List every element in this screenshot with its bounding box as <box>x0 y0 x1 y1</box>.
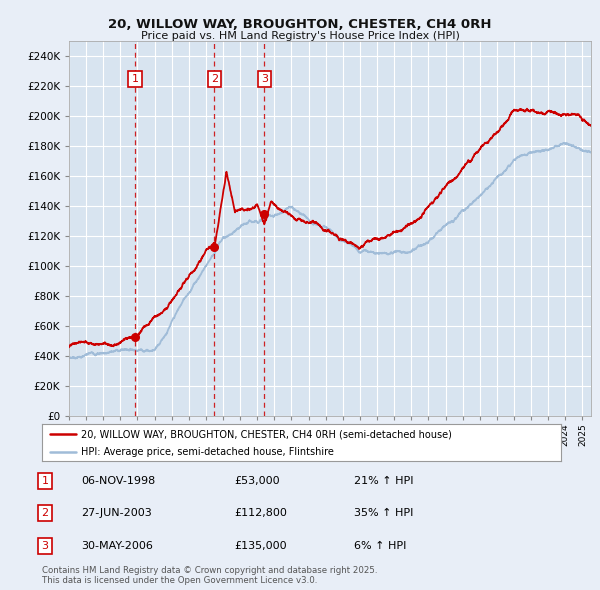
Text: 20, WILLOW WAY, BROUGHTON, CHESTER, CH4 0RH: 20, WILLOW WAY, BROUGHTON, CHESTER, CH4 … <box>108 18 492 31</box>
Text: 6% ↑ HPI: 6% ↑ HPI <box>354 541 406 550</box>
Text: 3: 3 <box>41 541 49 550</box>
Text: 21% ↑ HPI: 21% ↑ HPI <box>354 476 413 486</box>
Text: Price paid vs. HM Land Registry's House Price Index (HPI): Price paid vs. HM Land Registry's House … <box>140 31 460 41</box>
Text: Contains HM Land Registry data © Crown copyright and database right 2025.
This d: Contains HM Land Registry data © Crown c… <box>42 566 377 585</box>
Text: 06-NOV-1998: 06-NOV-1998 <box>81 476 155 486</box>
Text: 1: 1 <box>131 74 139 84</box>
Text: £112,800: £112,800 <box>234 509 287 518</box>
Text: 2: 2 <box>41 509 49 518</box>
Text: 3: 3 <box>261 74 268 84</box>
Text: 20, WILLOW WAY, BROUGHTON, CHESTER, CH4 0RH (semi-detached house): 20, WILLOW WAY, BROUGHTON, CHESTER, CH4 … <box>81 430 452 439</box>
Text: 2: 2 <box>211 74 218 84</box>
Text: 30-MAY-2006: 30-MAY-2006 <box>81 541 153 550</box>
Text: HPI: Average price, semi-detached house, Flintshire: HPI: Average price, semi-detached house,… <box>81 447 334 457</box>
Text: 35% ↑ HPI: 35% ↑ HPI <box>354 509 413 518</box>
Text: 1: 1 <box>41 476 49 486</box>
Text: £53,000: £53,000 <box>234 476 280 486</box>
Text: 27-JUN-2003: 27-JUN-2003 <box>81 509 152 518</box>
Text: £135,000: £135,000 <box>234 541 287 550</box>
